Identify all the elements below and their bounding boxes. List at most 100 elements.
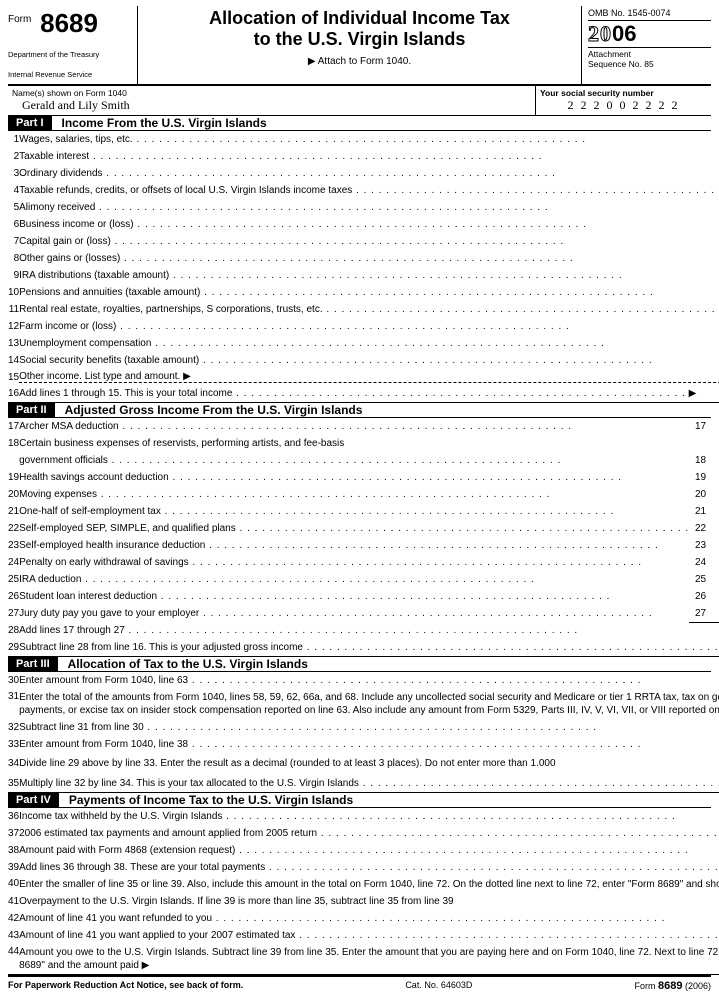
line-27-amt[interactable] <box>712 605 719 622</box>
line-41: 41Overpayment to the U.S. Virgin Islands… <box>8 893 719 910</box>
line-8: 8Other gains or (losses)8 <box>8 250 719 267</box>
line-34-desc: Divide line 29 above by line 33. Enter t… <box>19 753 719 776</box>
line-1: 1Wages, salaries, tips, etc.1 <box>8 131 719 148</box>
ssn-label: Your social security number <box>540 88 707 98</box>
line-2: 2Taxable interest2500 <box>8 148 719 165</box>
footer-left: For Paperwork Reduction Act Notice, see … <box>8 980 243 992</box>
line-18-amt[interactable] <box>712 452 719 469</box>
line-44-no: 44 <box>8 944 19 975</box>
footer-form-yr: (2006) <box>685 981 711 991</box>
line-24-no: 24 <box>8 554 19 571</box>
line-17-amt[interactable] <box>712 418 719 435</box>
line-40-desc: Enter the smaller of line 35 or line 39.… <box>19 876 719 893</box>
line-26-box: 26 <box>689 588 712 605</box>
line-22-amt[interactable] <box>712 520 719 537</box>
line-2-desc: Taxable interest <box>19 148 719 165</box>
line-39-no: 39 <box>8 859 19 876</box>
line-7-no: 7 <box>8 233 19 250</box>
line-11-no: 11 <box>8 301 19 318</box>
line-6: 6Business income or (loss)6 <box>8 216 719 233</box>
header-mid: Allocation of Individual Income Tax to t… <box>138 6 581 84</box>
line-34: 34Divide line 29 above by line 33. Enter… <box>8 753 719 776</box>
line-29: 29Subtract line 28 from line 16. This is… <box>8 639 719 656</box>
part-3-title: Allocation of Tax to the U.S. Virgin Isl… <box>58 657 308 671</box>
footer-form-no: 8689 <box>658 980 682 992</box>
line-43-no: 43 <box>8 927 19 944</box>
line-38-no: 38 <box>8 842 19 859</box>
line-35-desc: Multiply line 32 by line 34. This is you… <box>19 775 719 792</box>
line-18b-no <box>8 452 19 469</box>
line-22: 22Self-employed SEP, SIMPLE, and qualifi… <box>8 520 719 537</box>
name-value[interactable]: Gerald and Lily Smith <box>12 98 531 113</box>
line-17-desc: Archer MSA deduction <box>19 418 689 435</box>
line-20-box: 20 <box>689 486 712 503</box>
line-18-box: 18 <box>689 452 712 469</box>
header-left: Form 8689 Department of the Treasury Int… <box>8 6 138 84</box>
line-37-desc: 2006 estimated tax payments and amount a… <box>19 825 719 842</box>
line-23-amt[interactable] <box>712 537 719 554</box>
dept-irs: Internal Revenue Service <box>8 71 133 79</box>
line-27-no: 27 <box>8 605 19 622</box>
form-number: 8689 <box>40 8 98 39</box>
line-25-no: 25 <box>8 571 19 588</box>
line-1-desc: Wages, salaries, tips, etc. <box>19 131 719 148</box>
line-26-no: 26 <box>8 588 19 605</box>
line-18b: government officials18 <box>8 452 719 469</box>
line-18a: 18Certain business expenses of reservist… <box>8 435 719 452</box>
line-23: 23Self-employed health insurance deducti… <box>8 537 719 554</box>
line-16-no: 16 <box>8 386 19 403</box>
line-32: 32Subtract line 31 from line 30323,454 <box>8 719 719 736</box>
line-31-no: 31 <box>8 689 19 719</box>
line-9: 9IRA distributions (taxable amount)9 <box>8 267 719 284</box>
line-26-amt[interactable] <box>712 588 719 605</box>
line-20-amt[interactable] <box>712 486 719 503</box>
line-24-box: 24 <box>689 554 712 571</box>
line-30-no: 30 <box>8 672 19 689</box>
line-22-desc: Self-employed SEP, SIMPLE, and qualified… <box>19 520 689 537</box>
line-43-desc: Amount of line 41 you want applied to yo… <box>19 927 719 944</box>
tax-year: 2006 <box>588 21 711 47</box>
line-13-no: 13 <box>8 335 19 352</box>
line-12-desc: Farm income or (loss) <box>19 318 719 335</box>
attach-instruction: ▶ Attach to Form 1040. <box>144 56 575 67</box>
line-28-no: 28 <box>8 622 19 639</box>
line-21-no: 21 <box>8 503 19 520</box>
line-30: 30Enter amount from Form 1040, line 6330… <box>8 672 719 689</box>
line-29-desc: Subtract line 28 from line 16. This is y… <box>19 639 719 656</box>
omb-number: OMB No. 1545-0074 <box>588 8 711 21</box>
line-5-desc: Alimony received <box>19 199 719 216</box>
part-3-lines: 30Enter amount from Form 1040, line 6330… <box>8 672 719 793</box>
line-31-desc: Enter the total of the amounts from Form… <box>19 689 719 719</box>
part-3-header: Part III Allocation of Tax to the U.S. V… <box>8 657 711 672</box>
line-3: 3Ordinary dividends3 <box>8 165 719 182</box>
line-21-desc: One-half of self-employment tax <box>19 503 689 520</box>
line-20-desc: Moving expenses <box>19 486 689 503</box>
line-11: 11Rental real estate, royalties, partner… <box>8 301 719 318</box>
line-24-amt[interactable] <box>712 554 719 571</box>
line-6-desc: Business income or (loss) <box>19 216 719 233</box>
part-4-title: Payments of Income Tax to the U.S. Virgi… <box>59 793 353 807</box>
form-title-2: to the U.S. Virgin Islands <box>144 29 575 50</box>
line-32-desc: Subtract line 31 from line 30 <box>19 719 719 736</box>
line-9-no: 9 <box>8 267 19 284</box>
line-10-desc: Pensions and annuities (taxable amount) <box>19 284 719 301</box>
ssn-value[interactable]: 2 2 2 0 0 2 2 2 2 <box>540 98 707 113</box>
line-19-amt[interactable] <box>712 469 719 486</box>
line-3-no: 3 <box>8 165 19 182</box>
line-32-no: 32 <box>8 719 19 736</box>
line-36-desc: Income tax withheld by the U.S. Virgin I… <box>19 808 719 825</box>
line-23-no: 23 <box>8 537 19 554</box>
line-33-desc: Enter amount from Form 1040, line 38 <box>19 736 716 753</box>
line-9-desc: IRA distributions (taxable amount) <box>19 267 719 284</box>
line-17: 17Archer MSA deduction17 <box>8 418 719 435</box>
part-3-bar: Part III <box>8 657 58 671</box>
line-44: 44Amount you owe to the U.S. Virgin Isla… <box>8 944 719 975</box>
part-2-header: Part II Adjusted Gross Income From the U… <box>8 403 711 418</box>
line-21-amt[interactable] <box>712 503 719 520</box>
part-2-title: Adjusted Gross Income From the U.S. Virg… <box>55 403 363 417</box>
line-17-box: 17 <box>689 418 712 435</box>
line-25-amt[interactable] <box>712 571 719 588</box>
line-18-desc-a: Certain business expenses of reservists,… <box>19 435 719 452</box>
footer-form-word: Form <box>634 981 655 991</box>
line-7-desc: Capital gain or (loss) <box>19 233 719 250</box>
